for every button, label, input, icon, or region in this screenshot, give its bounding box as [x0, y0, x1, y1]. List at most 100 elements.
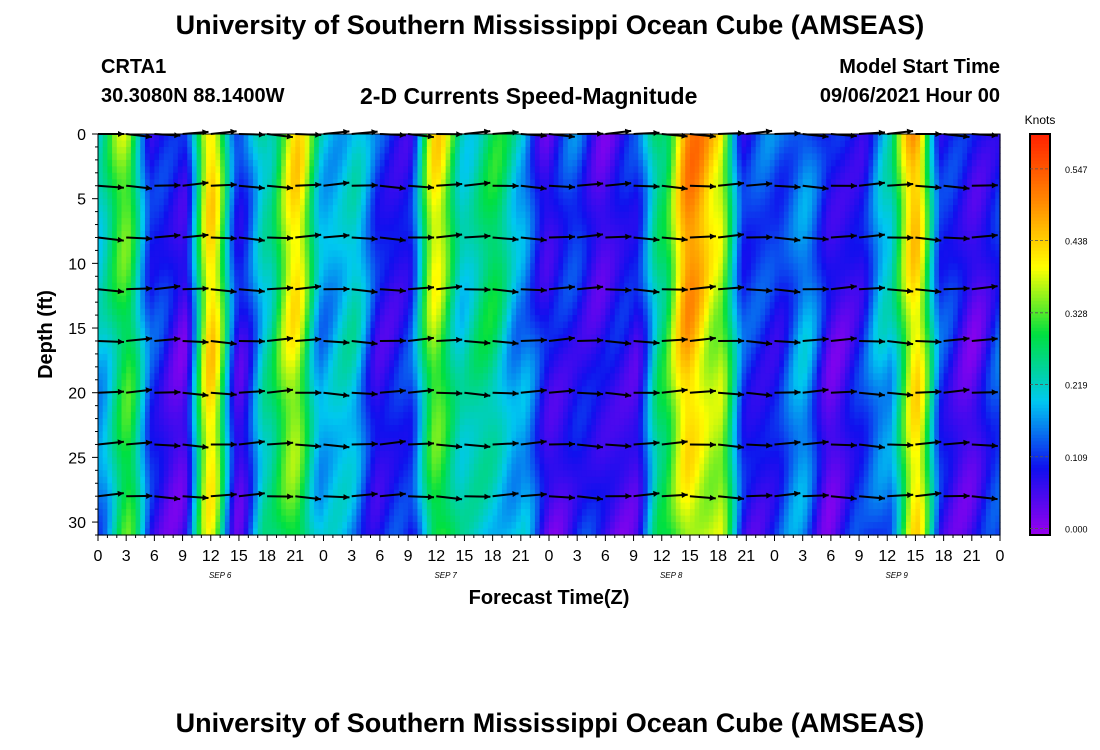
heatmap-cell: [300, 256, 306, 264]
heatmap-cell: [229, 457, 235, 465]
heatmap-cell: [346, 172, 353, 180]
heatmap-cell: [290, 153, 296, 161]
heatmap-cell: [455, 289, 461, 297]
heatmap-cell: [163, 366, 170, 374]
heatmap-cell: [130, 269, 137, 277]
heatmap-cell: [224, 237, 231, 245]
heatmap-cell: [384, 373, 390, 381]
heatmap-cell: [191, 159, 198, 167]
heatmap-cell: [309, 172, 315, 180]
heatmap-cell: [154, 425, 160, 433]
heatmap-cell: [116, 360, 123, 368]
heatmap-cell: [318, 321, 325, 329]
heatmap-cell: [285, 470, 292, 478]
heatmap-cell: [464, 237, 470, 245]
heatmap-cell: [384, 218, 390, 226]
heatmap-cell: [173, 185, 179, 193]
heatmap-cell: [238, 412, 245, 420]
heatmap-cell: [243, 146, 249, 155]
heatmap-cell: [144, 192, 151, 200]
heatmap-cell: [309, 166, 315, 174]
heatmap-cell: [149, 153, 155, 161]
heatmap-cell: [455, 211, 461, 219]
heatmap-cell: [116, 528, 123, 536]
heatmap-cell: [140, 237, 146, 245]
heatmap-cell: [112, 431, 118, 439]
heatmap-cell: [257, 405, 264, 413]
heatmap-cell: [393, 444, 400, 452]
heatmap-cell: [163, 146, 170, 155]
heatmap-cell: [389, 347, 395, 355]
heatmap-cell: [436, 425, 442, 433]
heatmap-cell: [253, 179, 259, 187]
heatmap-cell: [135, 308, 141, 316]
heatmap-cell: [300, 289, 306, 297]
heatmap-cell: [356, 159, 362, 167]
heatmap-cell: [318, 269, 325, 277]
heatmap-cell: [450, 159, 456, 167]
heatmap-cell: [262, 153, 268, 161]
heatmap-cell: [328, 321, 334, 329]
heatmap-cell: [469, 328, 475, 336]
heatmap-cell: [450, 302, 456, 310]
heatmap-cell: [370, 353, 376, 361]
heatmap-cell: [234, 360, 240, 368]
heatmap-cell: [102, 509, 108, 517]
heatmap-cell: [253, 172, 259, 180]
heatmap-cell: [187, 502, 193, 510]
heatmap-cell: [196, 405, 202, 413]
heatmap-cell: [206, 146, 212, 155]
heatmap-cell: [342, 205, 348, 213]
heatmap-cell: [295, 295, 301, 303]
heatmap-cell: [422, 360, 428, 368]
heatmap-cell: [412, 211, 419, 219]
heatmap-cell: [168, 185, 174, 193]
heatmap-cell: [417, 269, 423, 277]
heatmap-cell: [464, 172, 470, 180]
heatmap-cell: [173, 476, 179, 484]
heatmap-cell: [112, 463, 118, 471]
heatmap-cell: [304, 134, 311, 142]
heatmap-cell: [206, 179, 212, 187]
heatmap-cell: [102, 457, 108, 465]
heatmap-cell: [365, 198, 372, 206]
heatmap-cell: [187, 463, 193, 471]
heatmap-cell: [182, 412, 188, 420]
heatmap-cell: [224, 269, 231, 277]
heatmap-cell: [403, 483, 409, 491]
heatmap-cell: [201, 302, 207, 310]
heatmap-cell: [253, 263, 259, 271]
heatmap-cell: [243, 353, 249, 361]
heatmap-cell: [262, 328, 268, 336]
heatmap-cell: [182, 179, 188, 187]
heatmap-cell: [135, 179, 141, 187]
heatmap-cell: [267, 153, 273, 161]
heatmap-cell: [473, 263, 480, 271]
heatmap-cell: [201, 250, 207, 258]
heatmap-cell: [412, 489, 419, 497]
heatmap-cell: [459, 450, 466, 458]
heatmap-cell: [130, 250, 137, 258]
heatmap-cell: [191, 172, 198, 180]
heatmap-cell: [173, 379, 179, 387]
heatmap-cell: [243, 263, 249, 271]
heatmap-cell: [464, 392, 470, 400]
heatmap-cell: [314, 412, 320, 420]
heatmap-cell: [285, 450, 292, 458]
heatmap-cell: [191, 289, 198, 297]
heatmap-cell: [248, 347, 254, 355]
heatmap-cell: [346, 360, 353, 368]
heatmap-cell: [98, 483, 104, 491]
heatmap-cell: [370, 418, 376, 426]
heatmap-cell: [220, 399, 226, 407]
heatmap-cell: [417, 334, 423, 342]
heatmap-cell: [182, 347, 188, 355]
heatmap-cell: [309, 340, 315, 349]
heatmap-cell: [107, 392, 113, 400]
heatmap-cell: [300, 179, 306, 187]
heatmap-cell: [440, 295, 447, 303]
heatmap-cell: [168, 263, 174, 271]
heatmap-cell: [393, 159, 400, 167]
heatmap-cell: [116, 250, 123, 258]
heatmap-cell: [243, 386, 249, 394]
